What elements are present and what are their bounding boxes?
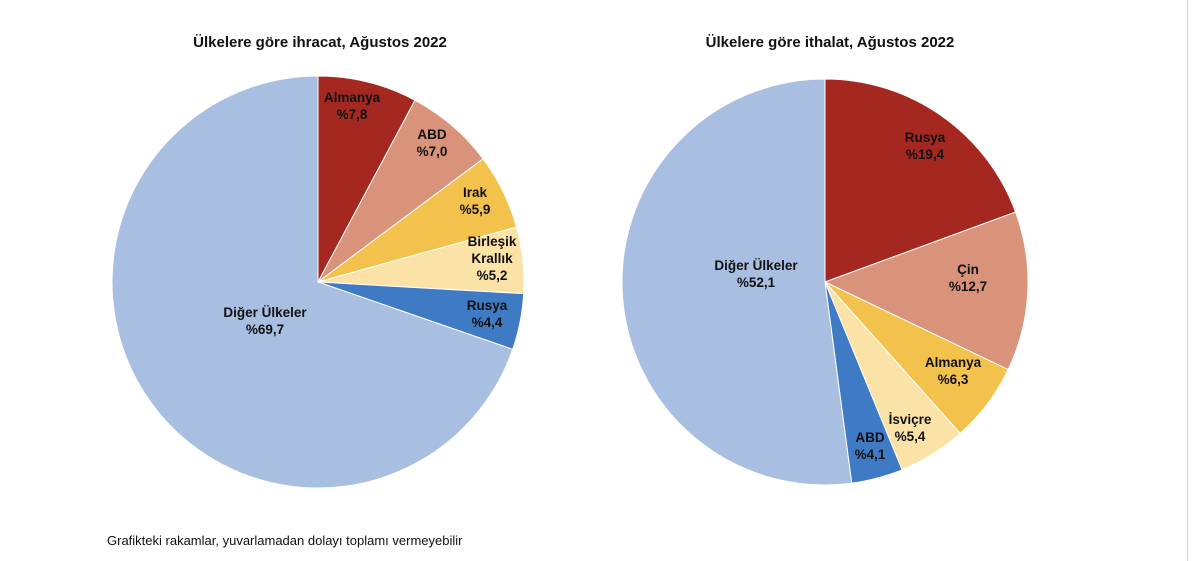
import-label-almanya: Almanya %6,3: [925, 355, 982, 387]
import-label-abd: ABD %4,1: [855, 430, 886, 462]
import-label-diger-ulkeler: Diğer Ülkeler %52,1: [714, 258, 798, 290]
import-label-rusya: Rusya %19,4: [905, 130, 946, 162]
import-chart-title: Ülkelere göre ithalat, Ağustos 2022: [705, 34, 955, 51]
frame-edge: [1187, 0, 1196, 561]
export-label-diger-ulkeler: Diğer Ülkeler %69,7: [223, 305, 307, 337]
footnote: Grafikteki rakamlar, yuvarlamadan dolayı…: [107, 533, 463, 548]
import-slice-diger-ulkeler: [621, 78, 853, 486]
import-label-cin: Çin %12,7: [949, 262, 987, 294]
export-label-abd: ABD %7,0: [417, 127, 448, 159]
import-slice-rusya: [824, 78, 1017, 283]
export-label-irak: Irak %5,9: [460, 185, 491, 217]
export-slice-almanya: [317, 75, 416, 283]
import-label-isvicre: İsviçre %5,4: [889, 412, 932, 444]
export-label-birlesik-krallik: Birleşik Krallık %5,2: [468, 234, 517, 283]
import-slice-cin: [823, 211, 1029, 371]
export-label-rusya: Rusya %4,4: [467, 298, 508, 330]
export-slice-diger-ulkeler: [111, 75, 514, 489]
export-label-almanya: Almanya %7,8: [324, 90, 381, 122]
export-chart-title: Ülkelere göre ihracat, Ağustos 2022: [193, 34, 447, 51]
